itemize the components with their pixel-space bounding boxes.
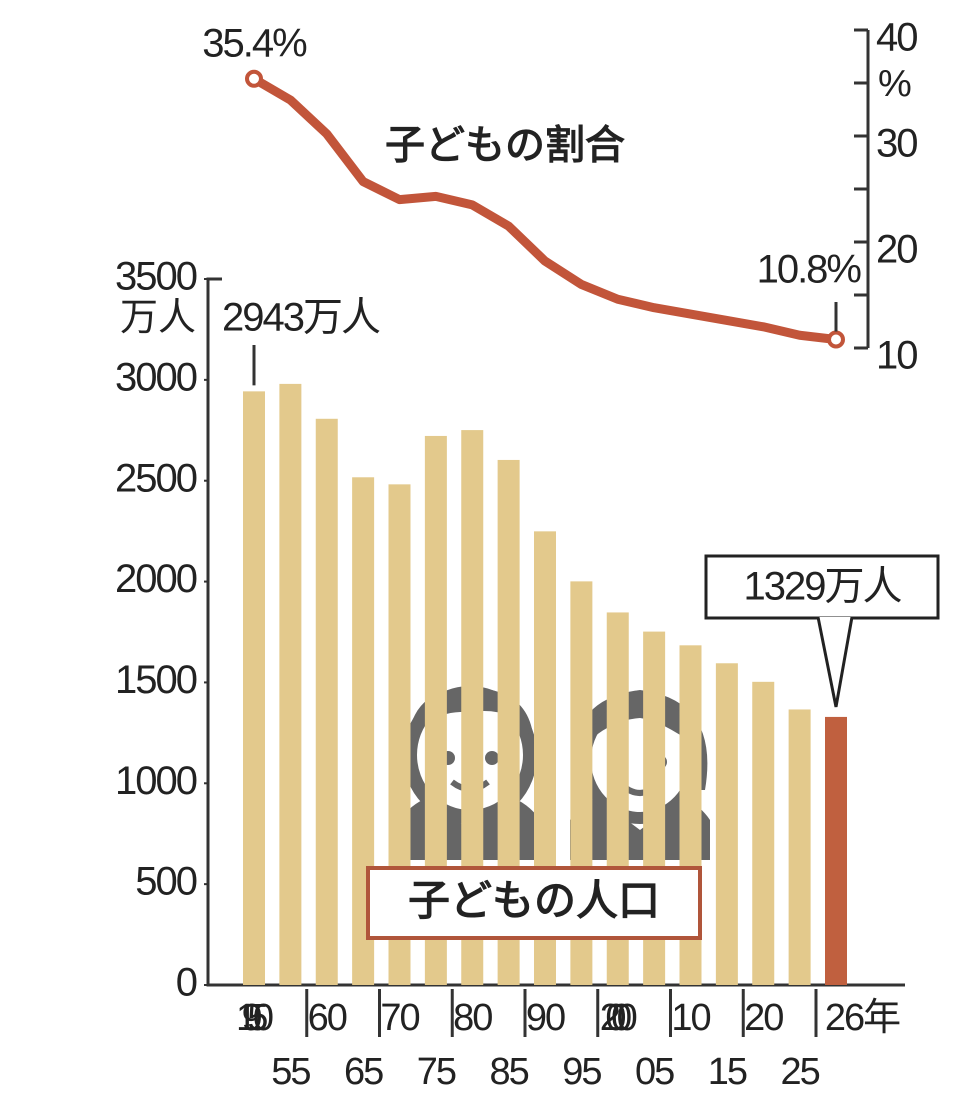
y2-tick-label: 20 [876, 228, 917, 272]
x-tick-label: 60 [308, 997, 347, 1039]
line-marker [827, 330, 845, 349]
bar [788, 709, 811, 985]
bar [752, 681, 775, 985]
y-tick-label: 500 [135, 860, 196, 904]
y2-tick-label: 30 [876, 122, 917, 166]
y-tick-label: 1000 [115, 759, 197, 803]
y-tick-label: 3000 [115, 355, 197, 399]
bar [243, 391, 265, 985]
x-tick-label: 90 [526, 997, 565, 1039]
y-tick-label: 2000 [115, 557, 197, 601]
bar [388, 484, 411, 985]
x-tick-label: 80 [453, 997, 492, 1039]
y-tick-label: 3500 [115, 255, 197, 299]
series-label: 子どもの割合 [385, 124, 625, 168]
x-tick-label: 10 [671, 997, 710, 1039]
bar [352, 477, 375, 985]
line-marker [245, 69, 263, 88]
bar-value-label: 2943万人 [222, 296, 380, 340]
x-tick-label: 20 [744, 997, 783, 1039]
y-tick-label: 2500 [115, 456, 197, 500]
x-tick-label: 15 [708, 1051, 747, 1093]
x-tick-label: 85 [489, 1051, 528, 1093]
y-axis [206, 277, 905, 987]
y-tick-label: 1500 [115, 658, 197, 702]
label-pointer [816, 616, 854, 708]
bar [279, 383, 302, 985]
bar [461, 430, 484, 986]
x-tick-label: 2000 [600, 997, 637, 1039]
x-tick-label: 95 [562, 1051, 601, 1093]
x-tick-label: 26年 [825, 997, 900, 1039]
bar [715, 663, 738, 985]
x-tick-label: 70 [380, 997, 419, 1039]
x-tick-label: 05 [635, 1051, 674, 1093]
x-tick-label: 65 [344, 1051, 383, 1093]
x-tick-label: 1950 [236, 997, 273, 1039]
y2-tick-label: 10 [876, 334, 917, 378]
bar [424, 435, 447, 985]
series-label-box [366, 866, 702, 940]
line-value-label: 10.8% [757, 248, 862, 292]
x-tick-label: 75 [417, 1051, 456, 1093]
bar-value-label: 1329万人 [744, 565, 902, 609]
bar [315, 418, 338, 986]
bar [497, 459, 520, 985]
bar [825, 716, 847, 985]
x-tick-label: 25 [780, 1051, 819, 1093]
y2-tick-label: 40 [876, 16, 917, 60]
x-tick-label: 55 [271, 1051, 310, 1093]
line [251, 74, 837, 344]
y2-unit: % [878, 63, 912, 105]
y-unit: 万人 [120, 297, 196, 339]
y-tick-label: 0 [176, 961, 197, 1005]
series-label: 子どもの人口 [408, 877, 660, 924]
label-box [704, 554, 940, 620]
line-value-label: 35.4% [202, 22, 307, 66]
